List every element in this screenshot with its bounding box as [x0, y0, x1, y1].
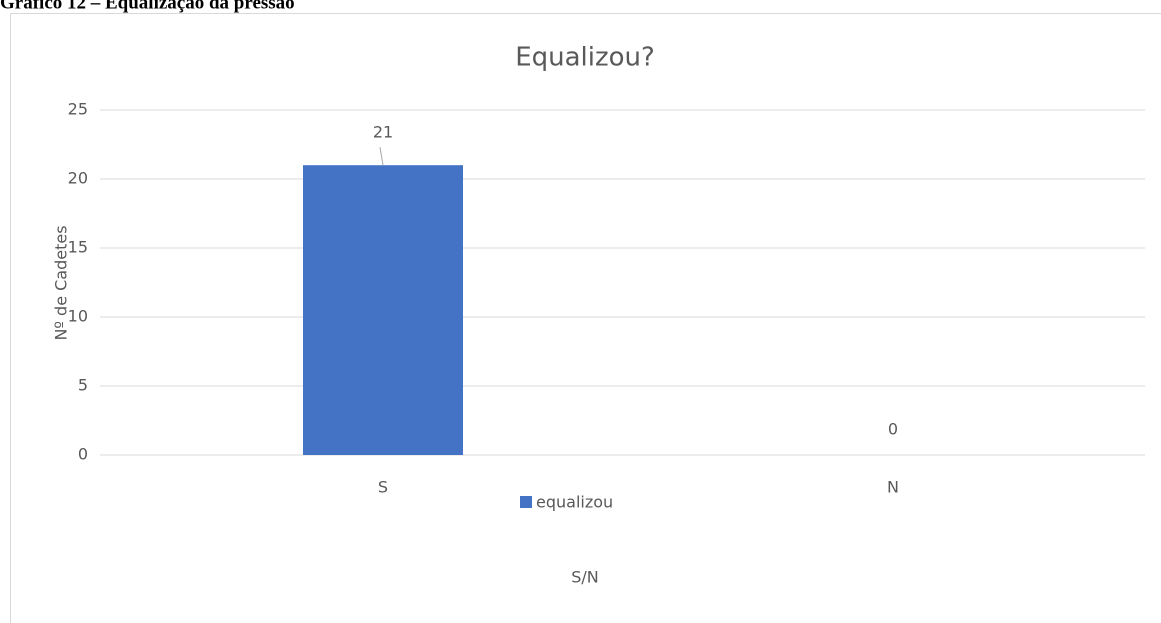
- y-axis-label: Nº de Cadetes: [52, 225, 71, 340]
- y-tick-label: 5: [78, 376, 88, 395]
- y-tick-label: 20: [68, 169, 88, 188]
- y-tick-label: 25: [68, 100, 88, 119]
- legend-swatch: [520, 496, 532, 508]
- y-tick-label: 10: [68, 307, 88, 326]
- caption: Gráfico 12 – Equalização da pressão: [0, 0, 295, 13]
- legend-label: equalizou: [536, 493, 613, 512]
- data-label: 21: [373, 123, 393, 142]
- chart-title: Equalizou?: [515, 43, 655, 73]
- x-tick-label: N: [887, 478, 899, 497]
- y-tick-label: 15: [68, 238, 88, 257]
- y-tick-label: 0: [78, 445, 88, 464]
- x-axis-label: S/N: [571, 568, 599, 587]
- chart-frame: [10, 13, 1161, 623]
- data-label: 0: [888, 420, 898, 439]
- x-tick-label: S: [378, 478, 388, 497]
- leader-line: [379, 147, 384, 166]
- bar: [303, 165, 463, 455]
